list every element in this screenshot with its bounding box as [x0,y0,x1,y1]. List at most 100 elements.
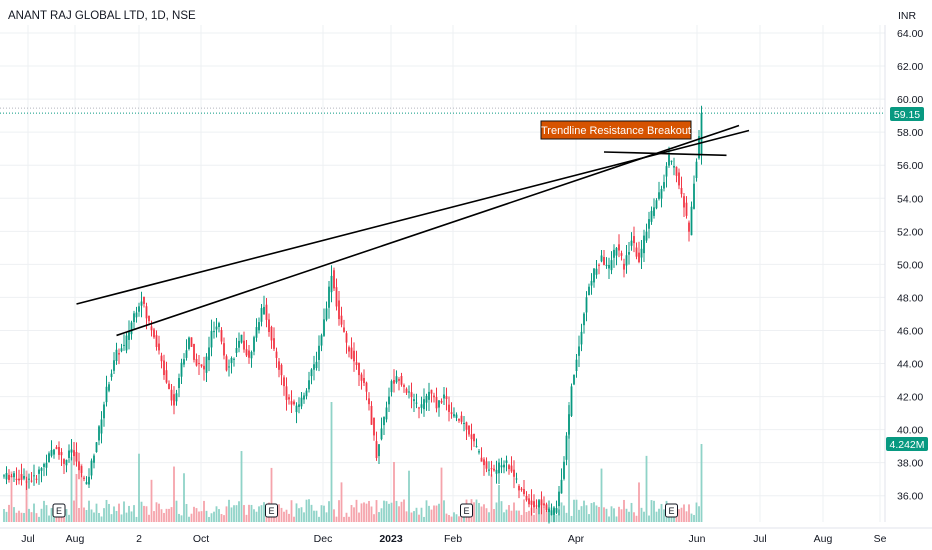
volume-bar [528,510,530,522]
volume-bar [643,511,645,522]
volume-bar [13,507,15,522]
candle-body [595,268,598,275]
candle-body [90,460,93,476]
candle-body [38,469,40,474]
trendline[interactable] [116,124,740,337]
candle-body [208,347,210,361]
volume-bar [433,505,435,522]
chart-grid [0,25,932,529]
x-tick-label: Se [874,533,887,545]
volume-bar [435,505,438,522]
volume-bar [663,509,665,522]
volume-bar [48,515,50,522]
trendline[interactable] [603,151,727,157]
x-tick-label: Oct [193,533,209,545]
annotation-text: Trendline Resistance Breakout [541,125,691,137]
candle-body [355,362,358,365]
volume-bar [150,479,153,522]
candle-body [415,402,418,404]
y-tick-label: 36.00 [897,491,923,503]
candle-body [510,465,513,472]
earnings-marker[interactable]: E [460,503,473,518]
candle-body [225,356,228,371]
candle-body [683,196,685,208]
candle-body [13,473,15,478]
candle-body [560,479,563,494]
volume-bar [415,507,418,522]
volume-bar [475,499,478,522]
candle-body [233,358,235,360]
volume-bar [333,509,335,522]
volume-bar [90,509,93,522]
candle-body [368,398,370,405]
volume-bar [25,470,28,522]
candle-body [295,405,298,413]
candle-body [150,326,153,331]
volume-bar [233,505,235,522]
volume-bar [513,502,515,522]
volume-bar [225,506,228,522]
candle-body [643,235,645,254]
volume-bar [650,500,653,522]
volume-bar [5,511,8,522]
earnings-marker[interactable]: E [265,503,278,518]
volume-bar [340,482,343,522]
volume-bar [638,482,640,522]
volume-bar [305,499,308,522]
candle-body [505,460,508,464]
candle-body [648,219,650,229]
volume-bars [3,402,703,522]
volume-bar [648,515,650,522]
candle-body [80,466,83,473]
volume-bar [695,502,698,522]
annotation-label[interactable]: Trendline Resistance Breakout [540,120,692,140]
candle-body [665,166,668,177]
candle-body [350,347,353,359]
volume-bar [230,507,233,522]
volume-bar [110,514,113,522]
volume-bar [490,474,493,522]
candle-body [420,404,423,408]
volume-bar [380,508,383,522]
volume-bar [215,506,218,522]
candle-body [600,255,603,262]
volume-bar [515,510,518,522]
candle-body [93,455,95,463]
volume-bar [353,507,355,522]
volume-bar [363,502,365,522]
volume-bar [120,514,123,522]
candle-body [448,404,450,412]
volume-bar [295,503,298,522]
candle-body [10,475,13,477]
candle-body [515,478,518,480]
volume-bar [598,506,600,522]
volume-bar [195,508,198,522]
earnings-marker[interactable]: E [665,503,678,518]
candle-body [473,433,475,442]
candle-body [580,331,583,345]
volume-bar [3,509,5,522]
volume-bar [248,504,250,522]
currency-label: INR [898,10,917,22]
volume-bar [20,512,23,522]
candle-body [478,451,480,453]
volume-bar [625,508,628,522]
volume-bar [213,511,215,522]
candle-body [553,508,555,515]
candle-body [393,379,395,384]
volume-bar [370,506,373,522]
volume-bar [505,509,508,522]
candle-body [638,252,640,263]
volume-bar [53,512,55,522]
candle-body [338,300,340,320]
candle-body [513,469,515,477]
volume-bar [180,515,183,522]
earnings-marker[interactable]: E [52,503,66,518]
volume-bar [395,500,398,522]
trendlines [76,124,750,337]
volume-bar [565,512,568,522]
candle-body [653,207,655,216]
volume-bar [510,510,513,522]
volume-bar [285,509,288,522]
